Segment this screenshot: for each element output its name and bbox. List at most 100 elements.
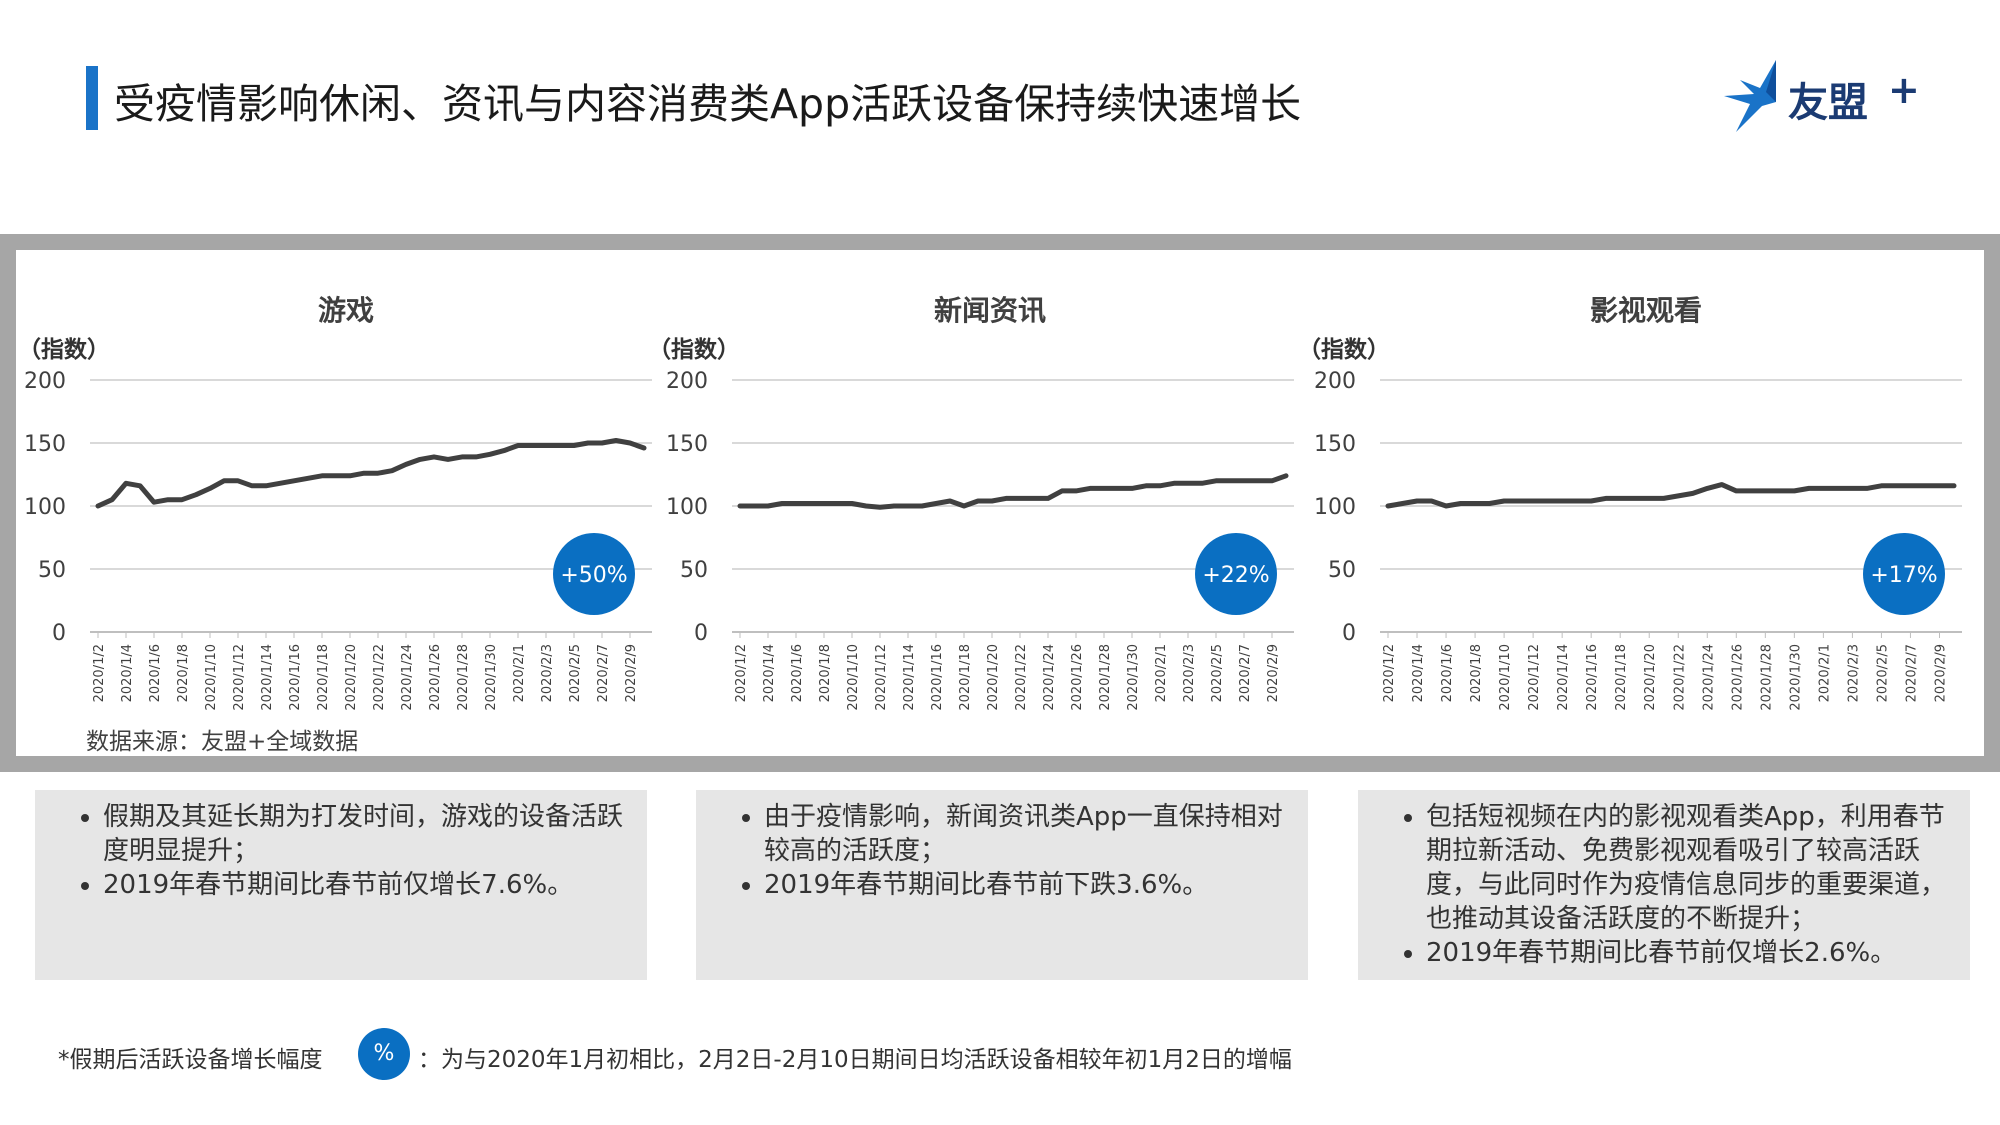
x-tick-label: 2020/1/14 [1556, 644, 1571, 711]
x-tick-label: 2020/1/26 [428, 644, 443, 711]
x-tick-label: 2020/1/12 [874, 644, 889, 711]
chart-title: 新闻资讯 [934, 294, 1046, 327]
x-tick-label: 2020/1/14 [260, 644, 275, 711]
x-tick-label: 2020/1/18 [316, 644, 331, 711]
x-tick-label: 2020/1/18 [958, 644, 973, 711]
x-tick-label: 2020/1/22 [1014, 644, 1029, 711]
growth-badge-label: +17% [1870, 563, 1937, 588]
x-tick-label: 2020/1/20 [344, 644, 359, 711]
x-tick-label: 2020/1/12 [1527, 644, 1542, 711]
x-tick-label: 2020/1/4 [120, 644, 135, 702]
x-tick-label: 2020/1/2 [92, 644, 107, 702]
x-tick-label: 2020/1/10 [846, 644, 861, 711]
x-tick-label: 2020/1/4 [1411, 644, 1426, 702]
x-tick-label: 2020/1/26 [1070, 644, 1085, 711]
x-tick-label: 2020/1/16 [1585, 644, 1600, 711]
x-tick-label: 2020/2/3 [540, 644, 555, 702]
x-tick-label: 2020/1/8 [818, 644, 833, 702]
x-tick-label: 2020/2/3 [1182, 644, 1197, 702]
x-tick-label: 2020/2/5 [568, 644, 583, 702]
x-tick-label: 2020/1/28 [1098, 644, 1113, 711]
y-axis-label: （指数） [1298, 336, 1390, 363]
x-tick-label: 2020/1/30 [1788, 644, 1803, 711]
x-tick-label: 2020/1/8 [176, 644, 191, 702]
y-axis-label: （指数） [18, 336, 110, 363]
x-tick-label: 2020/1/20 [986, 644, 1001, 711]
x-tick-label: 2020/2/5 [1210, 644, 1225, 702]
growth-badge [553, 533, 635, 615]
x-tick-label: 2020/1/30 [484, 644, 499, 711]
x-tick-label: 2020/2/9 [1933, 644, 1948, 702]
chart-frame [0, 234, 2000, 772]
growth-badge [1863, 533, 1945, 615]
x-tick-label: 2020/1/30 [1126, 644, 1141, 711]
x-tick-label: 2020/1/22 [372, 644, 387, 711]
y-tick-label: 100 [666, 495, 708, 520]
x-tick-label: 2020/1/22 [1672, 644, 1687, 711]
x-tick-label: 2020/2/7 [1904, 644, 1919, 702]
x-tick-label: 2020/1/4 [762, 644, 777, 702]
y-tick-label: 150 [666, 432, 708, 457]
logo-text: 友盟 [1788, 80, 1868, 126]
x-tick-label: 2020/1/6 [148, 644, 163, 702]
x-tick-label: 2020/1/8 [1469, 644, 1484, 702]
x-tick-label: 2020/2/9 [1266, 644, 1281, 702]
data-source: 数据来源：友盟+全域数据 [86, 729, 359, 755]
note-box-video: 包括短视频在内的影视观看类App，利用春节期拉新活动、免费影视观看吸引了较高活跃… [1358, 790, 1970, 980]
growth-badge-label: +22% [1202, 563, 1269, 588]
charts-svg: 游戏 （指数） 0 50 100 150 200 2020/1/2 2020/1/4 2020/1… [18, 294, 1962, 711]
x-tick-label: 2020/1/10 [204, 644, 219, 711]
note-bullet: 假期及其延长期为打发时间，游戏的设备活跃度明显提升； [103, 800, 633, 868]
x-tick-label: 2020/1/6 [1440, 644, 1455, 702]
x-tick-label: 2020/2/7 [596, 644, 611, 702]
y-tick-label: 50 [1328, 558, 1356, 583]
growth-badge-label: +50% [560, 563, 627, 588]
x-tick-label: 2020/1/28 [456, 644, 471, 711]
series-line [737, 473, 1289, 510]
x-tick-label: 2020/2/3 [1846, 644, 1861, 702]
footnote-label: *假期后活跃设备增长幅度 [58, 1047, 323, 1073]
x-tick-label: 2020/2/1 [1154, 644, 1169, 702]
x-tick-label: 2020/2/7 [1238, 644, 1253, 702]
x-tick-label: 2020/1/24 [1701, 644, 1716, 711]
page-title: 受疫情影响休闲、资讯与内容消费类App活跃设备保持续快速增长 [114, 80, 1302, 128]
x-tick-label: 2020/1/24 [1042, 644, 1057, 711]
title-accent-bar [86, 66, 98, 130]
y-tick-label: 200 [24, 369, 66, 394]
x-tick-label: 2020/1/2 [734, 644, 749, 702]
note-bullet: 2019年春节期间比春节前仅增长7.6%。 [103, 868, 633, 902]
chart-title: 游戏 [318, 294, 374, 327]
y-tick-label: 0 [52, 621, 66, 646]
x-tick-label: 2020/2/9 [624, 644, 639, 702]
bird-logo-icon [1724, 60, 1776, 132]
x-tick-label: 2020/2/1 [1817, 644, 1832, 702]
y-axis-label: （指数） [648, 336, 740, 363]
x-tick-label: 2020/1/12 [232, 644, 247, 711]
x-tick-label: 2020/1/6 [790, 644, 805, 702]
y-tick-label: 100 [1314, 495, 1356, 520]
y-tick-label: 50 [680, 558, 708, 583]
x-tick-label: 2020/1/28 [1759, 644, 1774, 711]
x-tick-label: 2020/1/2 [1382, 644, 1397, 702]
note-bullet: 由于疫情影响，新闻资讯类App一直保持相对较高的活跃度； [764, 800, 1294, 868]
y-tick-label: 100 [24, 495, 66, 520]
x-tick-label: 2020/2/5 [1875, 644, 1890, 702]
y-tick-label: 0 [1342, 621, 1356, 646]
x-tick-label: 2020/1/20 [1643, 644, 1658, 711]
note-bullet: 2019年春节期间比春节前仅增长2.6%。 [1426, 936, 1956, 970]
x-tick-label: 2020/1/26 [1730, 644, 1745, 711]
x-tick-label: 2020/1/10 [1498, 644, 1513, 711]
y-tick-label: 150 [24, 432, 66, 457]
x-tick-label: 2020/1/16 [930, 644, 945, 711]
x-tick-label: 2020/1/24 [400, 644, 415, 711]
y-tick-label: 0 [694, 621, 708, 646]
note-bullet: 2019年春节期间比春节前下跌3.6%。 [764, 868, 1294, 902]
series-line [95, 438, 647, 509]
note-box-games: 假期及其延长期为打发时间，游戏的设备活跃度明显提升； 2019年春节期间比春节前… [35, 790, 647, 980]
y-tick-label: 200 [666, 369, 708, 394]
y-tick-label: 50 [38, 558, 66, 583]
footnote-text: ：为与2020年1月初相比，2月2日-2月10日期间日均活跃设备相较年初1月2日… [418, 1047, 1292, 1073]
series-line [1385, 482, 1957, 509]
chart-panel [16, 250, 1984, 756]
brand-logo: 友盟 + [1720, 58, 1920, 134]
